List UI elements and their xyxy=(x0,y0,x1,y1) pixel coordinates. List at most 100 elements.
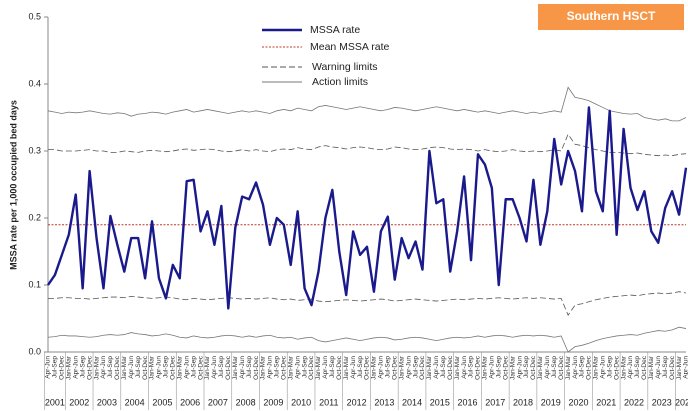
x-tick-label: Oct-Dec xyxy=(530,355,537,380)
x-tick-label: Apr-Jun xyxy=(627,356,634,379)
year-label: 2022 xyxy=(624,397,644,407)
x-tick-label: Oct-Dec xyxy=(142,355,149,380)
badge: Southern HSCT xyxy=(567,9,656,23)
x-tick-label: Jul-Sep xyxy=(52,356,59,378)
x-tick-label: Oct-Dec xyxy=(281,355,288,380)
x-tick-label: Oct-Dec xyxy=(308,355,315,380)
x-tick-label: Oct-Dec xyxy=(558,355,565,380)
x-tick-label: Apr-Jun xyxy=(100,356,107,379)
x-tick-label: Jul-Sep xyxy=(190,356,197,378)
x-tick-label: Jul-Sep xyxy=(551,356,558,378)
year-label: 2007 xyxy=(208,397,228,407)
x-tick-label: Jan-Mar xyxy=(426,355,433,380)
x-tick-label: Apr-Jun xyxy=(655,356,662,379)
warning-limit-lower xyxy=(48,291,687,316)
x-tick-label: Jan-Mar xyxy=(509,355,516,380)
x-tick-label: Apr-Jun xyxy=(405,356,412,379)
y-tick-label: 0.4 xyxy=(28,78,41,88)
x-tick-label: Oct-Dec xyxy=(447,355,454,380)
year-label: 2004 xyxy=(125,397,145,407)
x-tick-label: Jan-Mar xyxy=(121,355,128,380)
x-tick-label: Jul-Sep xyxy=(79,356,86,378)
y-tick-label: 0.0 xyxy=(28,346,41,356)
rate-line xyxy=(47,106,688,310)
x-tick-label: Jan-Mar xyxy=(371,355,378,380)
y-tick-label: 0.5 xyxy=(28,11,41,21)
y-axis-label: MSSA rate per 1,000 occupied bed days xyxy=(8,100,18,270)
x-tick-label: Jan-Mar xyxy=(537,355,544,380)
x-tick-label: Jan-Mar xyxy=(648,355,655,380)
x-tick-label: Jan-Mar xyxy=(93,355,100,380)
warning-limit-upper xyxy=(48,133,687,157)
x-tick-label: Jul-Sep xyxy=(163,356,170,378)
legend: MSSA rate Mean MSSA rate Warning limits Act… xyxy=(262,24,390,88)
x-tick-label: Jan-Mar xyxy=(565,355,572,380)
x-tick-label: Jul-Sep xyxy=(329,356,336,378)
x-tick-label: Jan-Mar xyxy=(149,355,156,380)
x-tick-label: Jul-Sep xyxy=(246,356,253,378)
year-label: 2014 xyxy=(402,397,422,407)
year-label: 2001 xyxy=(45,397,65,407)
x-tick-label: Jul-Sep xyxy=(301,356,308,378)
year-label: 2010 xyxy=(291,397,311,407)
legend-label: Mean MSSA rate xyxy=(310,41,390,53)
legend-label: Action limits xyxy=(312,76,368,88)
x-tick-label: Oct-Dec xyxy=(419,355,426,380)
legend-label: Warning limits xyxy=(312,61,378,73)
y-tick-label: 0.2 xyxy=(28,212,41,222)
x-tick-label: Jul-Sep xyxy=(662,356,669,378)
x-tick-label: Apr-Jun xyxy=(322,356,329,379)
action-limit-upper xyxy=(47,86,687,122)
year-label: 2009 xyxy=(263,397,283,407)
x-tick-label: Apr-Jun xyxy=(156,356,163,379)
x-tick-label: Oct-Dec xyxy=(336,355,343,380)
legend-label: MSSA rate xyxy=(310,24,360,36)
x-tick-label: Oct-Dec xyxy=(59,355,66,380)
year-label: 2020 xyxy=(568,397,588,407)
x-tick-label: Jul-Sep xyxy=(468,356,475,378)
x-tick-label: Apr-Jun xyxy=(239,356,246,379)
x-tick-label: Oct-Dec xyxy=(669,355,676,380)
x-tick-label: Jul-Sep xyxy=(523,356,530,378)
x-tick-label: Oct-Dec xyxy=(613,355,620,380)
x-tick-label: Jan-Mar xyxy=(482,355,489,380)
x-tick-label: Apr-Jun xyxy=(516,356,523,379)
x-tick-label: Oct-Dec xyxy=(364,355,371,380)
x-tick-label: Jan-Mar xyxy=(315,355,322,380)
year-label: 2012 xyxy=(347,397,367,407)
year-label: 2023 xyxy=(652,397,672,407)
x-tick-label: Apr-Jun xyxy=(378,356,385,379)
x-tick-label: Apr-Jun xyxy=(433,356,440,379)
year-label: 2018 xyxy=(513,397,533,407)
x-tick-label: Apr-Jun xyxy=(544,356,551,379)
year-label: 2003 xyxy=(97,397,117,407)
x-tick-label: Jul-Sep xyxy=(440,356,447,378)
year-label: 2011 xyxy=(319,397,338,407)
x-tick-label: Oct-Dec xyxy=(391,355,398,380)
x-tick-label: Jul-Sep xyxy=(385,356,392,378)
x-tick-label: Apr-Jun xyxy=(683,356,688,379)
x-tick-label: Jul-Sep xyxy=(606,356,613,378)
x-tick-label: Jul-Sep xyxy=(357,356,364,378)
x-tick-label: Jul-Sep xyxy=(135,356,142,378)
x-tick-label: Jan-Mar xyxy=(343,355,350,380)
x-tick-label: Jul-Sep xyxy=(579,356,586,378)
x-tick-label: Apr-Jun xyxy=(211,356,218,379)
x-tick-label: Jan-Mar xyxy=(620,355,627,380)
x-tick-label: Apr-Jun xyxy=(572,356,579,379)
year-label: 2015 xyxy=(430,397,450,407)
x-tick-label: Jan-Mar xyxy=(398,355,405,380)
x-tick-label: Jan-Mar xyxy=(176,355,183,380)
year-label: 2017 xyxy=(485,397,505,407)
x-tick-label: Jan-Mar xyxy=(204,355,211,380)
x-tick-label: Apr-Jun xyxy=(72,356,79,379)
year-label: 2008 xyxy=(236,397,256,407)
x-tick-label: Apr-Jun xyxy=(461,356,468,379)
year-label: 2021 xyxy=(596,397,616,407)
x-tick-label: Oct-Dec xyxy=(170,355,177,380)
x-tick-label: Jul-Sep xyxy=(107,356,114,378)
x-tick-label: Jul-Sep xyxy=(218,356,225,378)
x-tick-label: Jul-Sep xyxy=(495,356,502,378)
x-tick-label: Apr-Jun xyxy=(350,356,357,379)
